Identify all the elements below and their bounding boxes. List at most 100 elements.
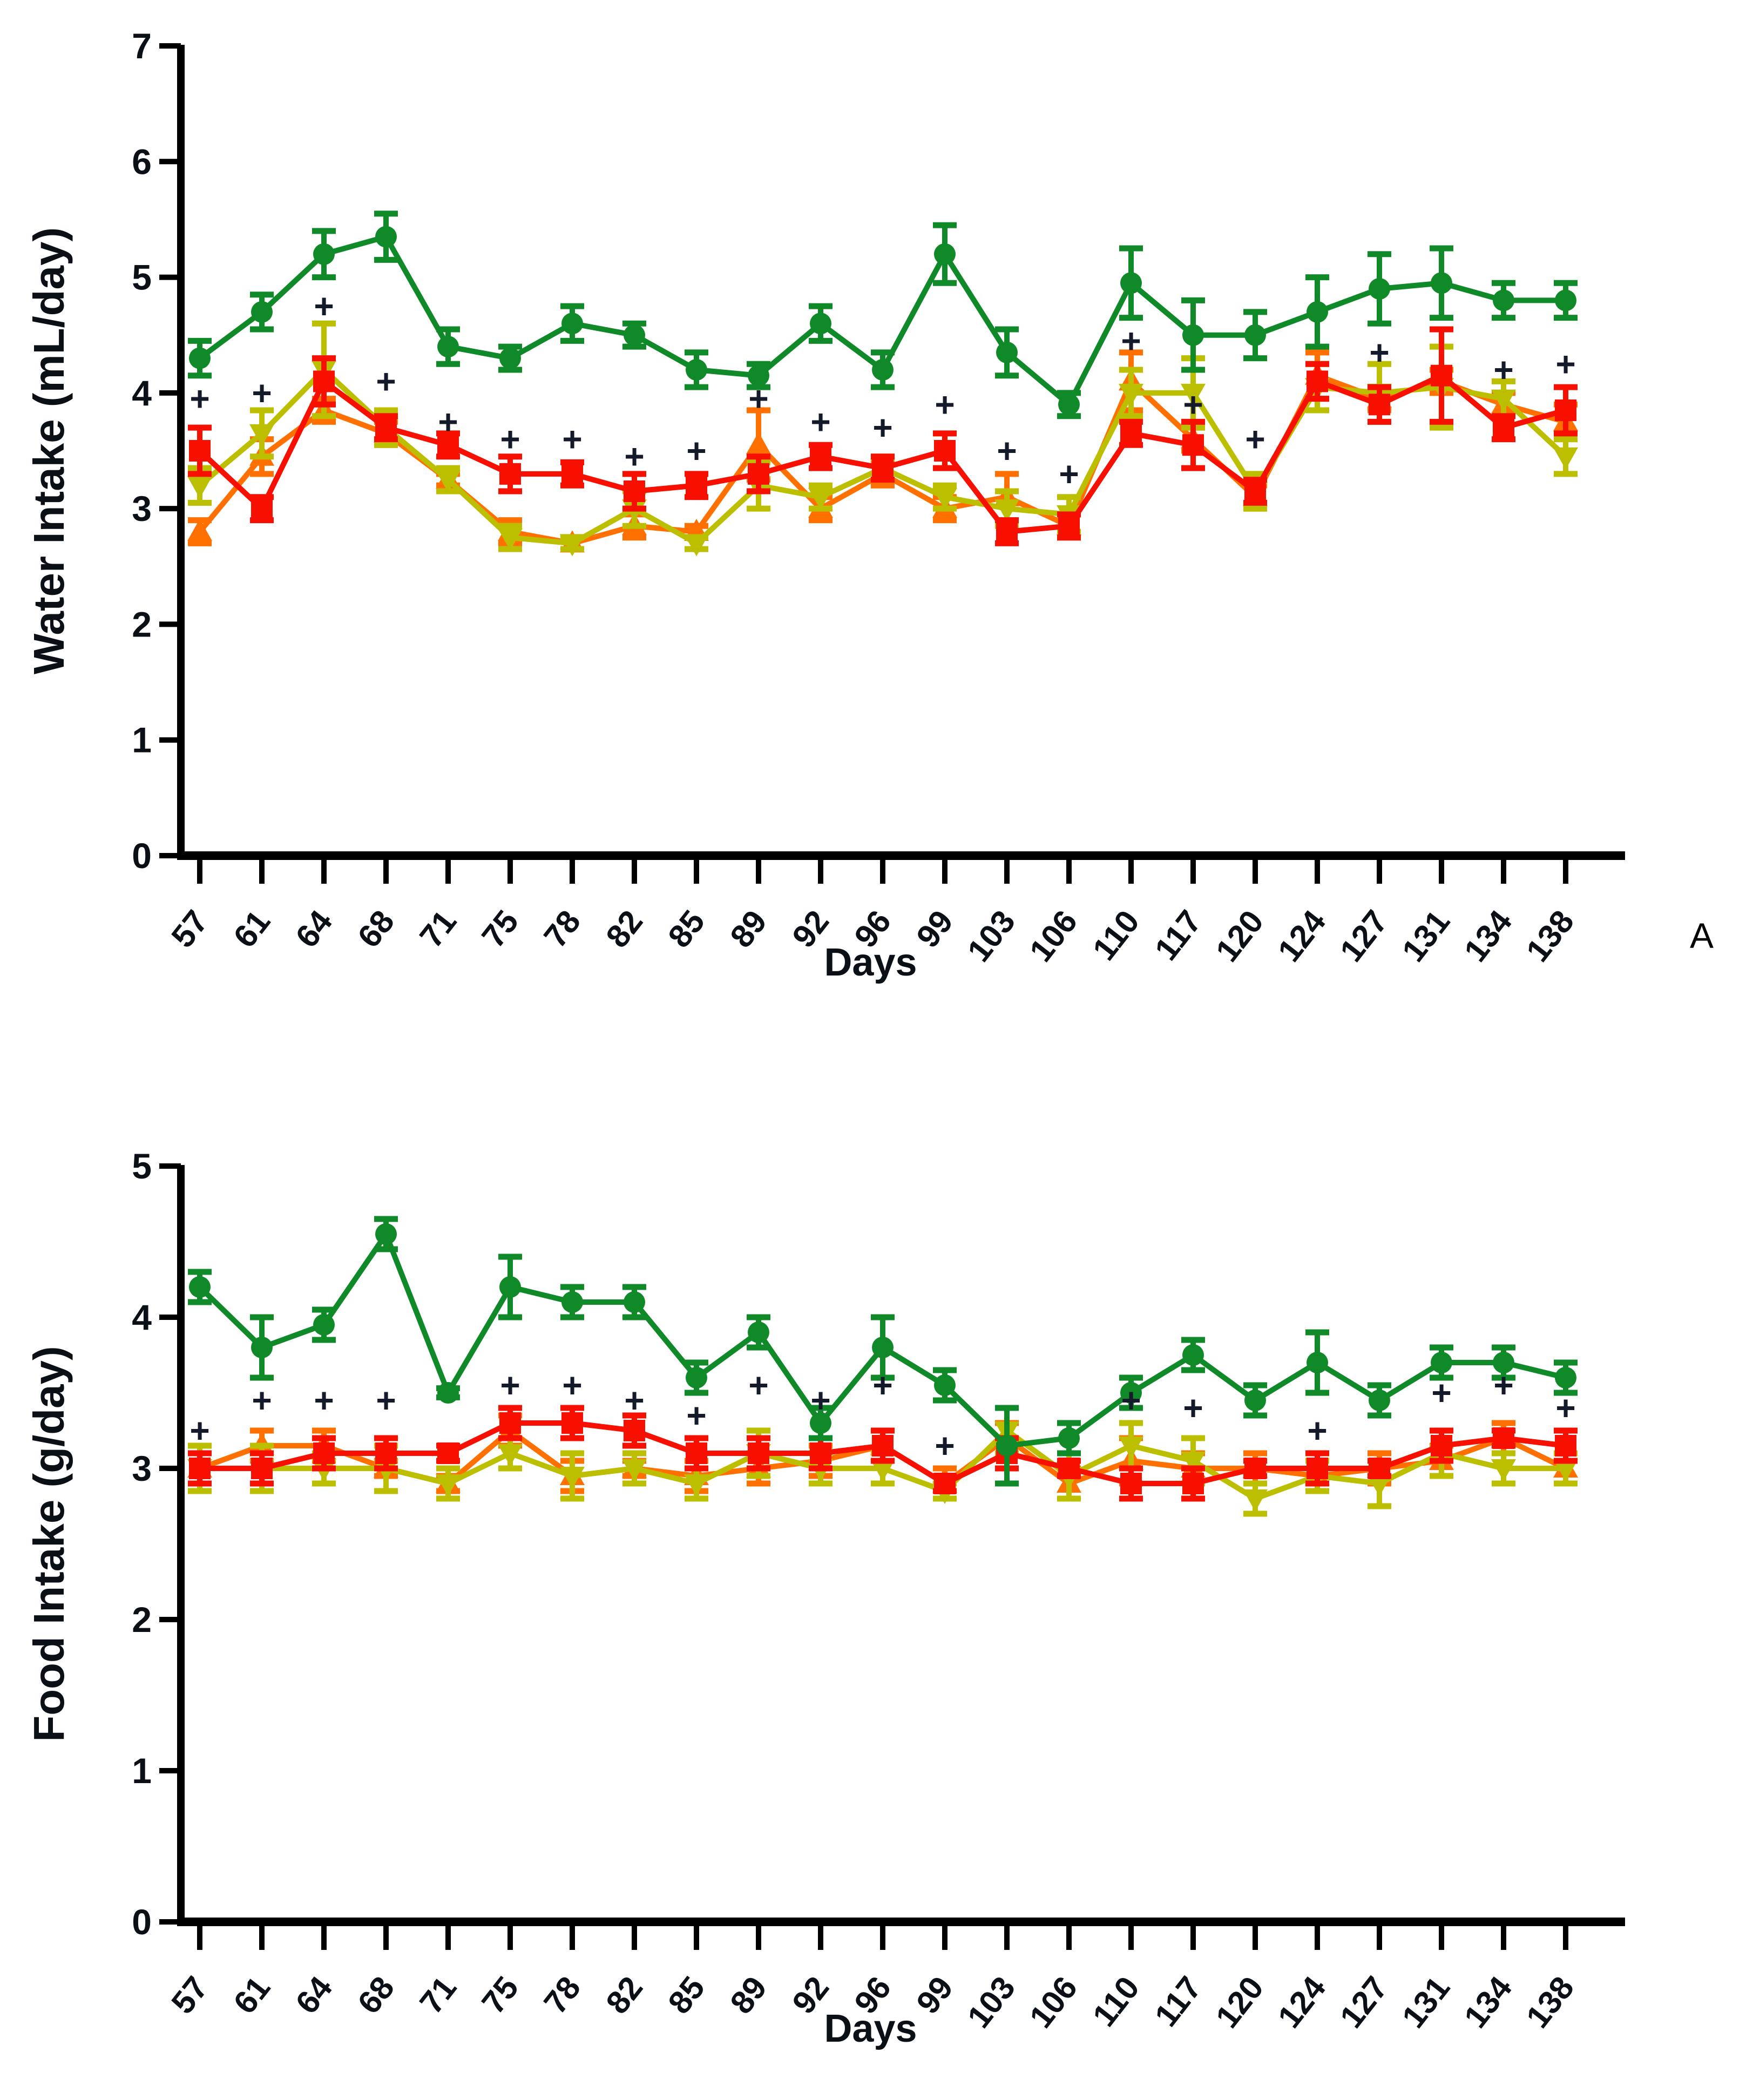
data-point-square xyxy=(1058,515,1080,537)
data-point-circle xyxy=(189,347,211,369)
significance-plus-mark: + xyxy=(935,385,955,424)
data-point-square xyxy=(375,417,397,439)
data-point-circle xyxy=(499,1276,521,1298)
x-tick-label: 127 xyxy=(1333,1970,1395,2035)
data-point-square xyxy=(499,463,521,485)
significance-plus-mark: + xyxy=(624,1381,644,1420)
x-tick-label: 68 xyxy=(350,904,401,954)
y-tick-label: 7 xyxy=(132,26,152,66)
data-point-square xyxy=(1182,1473,1204,1494)
data-point-circle xyxy=(1555,289,1576,311)
significance-plus-mark: + xyxy=(438,402,458,441)
series-green-circle xyxy=(188,1216,1578,1487)
data-point-circle xyxy=(189,1276,211,1298)
series-red-square xyxy=(188,326,1578,546)
data-point-square xyxy=(748,463,769,485)
data-point-circle xyxy=(624,1291,645,1313)
data-point-square xyxy=(934,440,956,462)
data-point-square xyxy=(189,440,211,462)
significance-plus-mark: + xyxy=(1183,385,1203,424)
data-point-triangle-down xyxy=(498,1444,523,1466)
x-tick-label: 117 xyxy=(1148,904,1208,967)
y-tick-label: 3 xyxy=(132,1448,152,1488)
significance-plus-mark: + xyxy=(252,374,272,412)
data-point-square xyxy=(1431,1435,1452,1457)
significance-plus-mark: + xyxy=(686,1396,706,1435)
data-point-circle xyxy=(1493,289,1514,311)
data-point-square xyxy=(1058,1458,1080,1479)
data-point-circle xyxy=(561,1291,583,1313)
data-point-triangle-down xyxy=(498,528,523,551)
data-point-square xyxy=(1307,370,1328,392)
significance-plus-mark: + xyxy=(997,431,1017,470)
data-point-triangle-down xyxy=(436,470,461,493)
data-point-circle xyxy=(375,226,397,248)
data-point-square xyxy=(686,475,707,497)
significance-plus-mark: + xyxy=(872,408,892,447)
y-tick-label: 0 xyxy=(132,1902,152,1942)
x-tick-label: 134 xyxy=(1457,903,1519,968)
significance-plus-mark: + xyxy=(935,1426,955,1465)
significance-plus-mark: + xyxy=(1183,1388,1203,1427)
y-tick-label: 4 xyxy=(132,1297,152,1337)
data-point-triangle-down xyxy=(684,1474,709,1496)
data-point-triangle-down xyxy=(187,476,212,499)
x-tick-label: 124 xyxy=(1271,1969,1333,2035)
y-axis-title: Water Intake (mL/day) xyxy=(25,227,73,674)
y-tick-label: 6 xyxy=(132,141,152,181)
y-tick-label: 5 xyxy=(132,258,152,297)
significance-plus-mark: + xyxy=(810,1381,830,1420)
x-tick-label: 75 xyxy=(475,1970,525,2021)
data-point-square xyxy=(1182,434,1204,456)
data-point-circle xyxy=(1244,1390,1266,1411)
x-tick-label: 61 xyxy=(226,1970,277,2021)
x-tick-label: 82 xyxy=(599,904,649,954)
data-point-circle xyxy=(810,1412,831,1434)
data-point-square xyxy=(251,1458,273,1479)
significance-plus-mark: + xyxy=(1369,333,1389,372)
y-tick-label: 2 xyxy=(132,1600,152,1640)
y-tick-label: 3 xyxy=(132,489,152,529)
data-point-circle xyxy=(748,364,769,387)
significance-plus-mark: + xyxy=(562,1366,582,1405)
data-point-square xyxy=(934,1473,956,1494)
significance-plus-mark: + xyxy=(1555,344,1575,383)
data-point-triangle-down xyxy=(249,424,274,446)
significance-plus-mark: + xyxy=(376,1381,396,1420)
data-point-triangle-down xyxy=(1553,1459,1578,1481)
data-point-circle xyxy=(1431,272,1452,294)
x-tick-label: 89 xyxy=(723,1970,774,2021)
x-tick-label: 110 xyxy=(1086,1970,1146,2034)
data-point-circle xyxy=(624,324,645,346)
data-point-circle xyxy=(1120,272,1142,294)
data-point-circle xyxy=(872,359,894,381)
data-point-square xyxy=(1493,417,1514,439)
data-point-square xyxy=(561,1412,583,1434)
data-point-triangle-down xyxy=(870,1459,895,1481)
data-point-square xyxy=(1431,364,1452,387)
data-point-square xyxy=(810,445,831,468)
data-point-square xyxy=(1307,1458,1328,1479)
x-tick-label: 64 xyxy=(288,903,339,954)
significance-plus-mark: + xyxy=(810,402,830,441)
significance-plus-mark: + xyxy=(500,1366,520,1405)
x-tick-label: 103 xyxy=(960,904,1022,968)
data-point-circle xyxy=(996,1435,1018,1457)
x-axis-title: Days xyxy=(824,2007,917,2050)
data-point-triangle-down xyxy=(622,1459,647,1481)
data-point-triangle-down xyxy=(684,534,709,557)
significance-plus-mark: + xyxy=(686,431,706,470)
panel-label-a: A xyxy=(1690,916,1714,956)
data-point-square xyxy=(1244,480,1266,502)
data-point-circle xyxy=(872,1337,894,1358)
data-point-triangle-down xyxy=(1181,1452,1206,1474)
data-point-circle xyxy=(437,336,459,358)
data-point-square xyxy=(1555,1435,1576,1457)
data-point-triangle-down xyxy=(932,487,957,510)
panel-food-intake: 0 1 2 3 4 5 57 61 64 68 71 75 78 82 85 89 92 96 99 103 106 11… xyxy=(0,1053,1753,2100)
data-point-circle xyxy=(934,1374,956,1396)
x-tick-label: 124 xyxy=(1271,903,1333,968)
x-tick-label: 71 xyxy=(412,904,463,954)
data-point-square xyxy=(313,1442,335,1464)
data-point-square xyxy=(375,1442,397,1464)
